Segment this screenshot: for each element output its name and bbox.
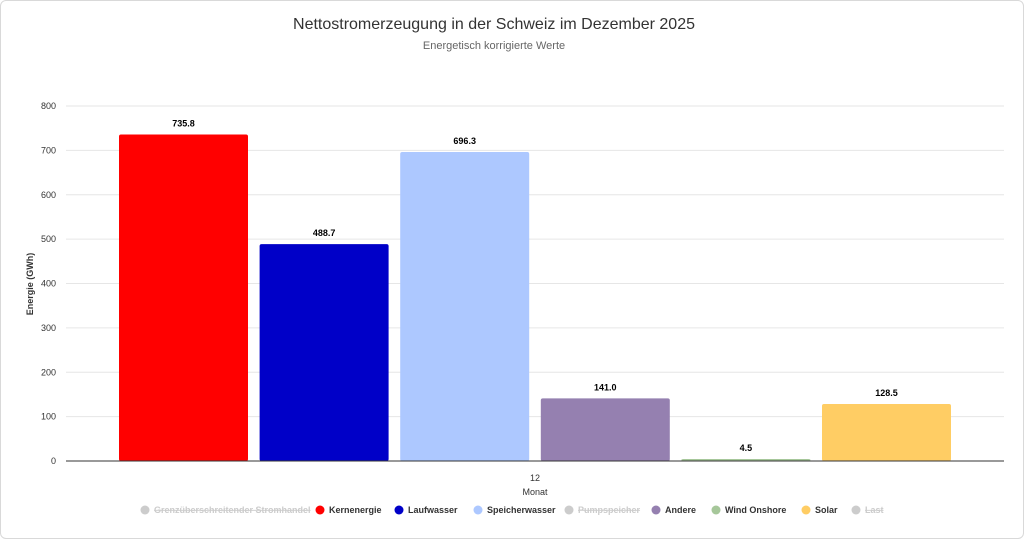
bar-solar[interactable] [822,403,951,461]
y-tick-label: 500 [41,234,56,244]
legend-marker [315,505,325,515]
legend-marker [711,505,721,515]
y-tick-label: 300 [41,323,56,333]
legend-label: Kernenergie [329,505,382,515]
chart-title: Nettostromerzeugung in der Schweiz im De… [293,16,695,33]
legend-label: Pumpspeicher [578,505,641,515]
legend-marker [473,505,483,515]
data-label: 4.5 [740,443,753,453]
bar-kernenergie[interactable] [119,134,248,461]
x-tick-label: 12 [530,473,540,483]
legend-marker [394,505,404,515]
legend-marker [140,505,150,515]
bars [119,134,951,461]
bar-speicherwasser[interactable] [400,152,530,461]
legend: Grenzüberschreitender Stromhandel Kernene… [140,505,884,515]
data-label: 488.7 [313,228,336,238]
legend-item-grenz-berschreitender-stromhandel[interactable]: Grenzüberschreitender Stromhandel [140,505,311,515]
legend-marker [564,505,574,515]
legend-item-pumpspeicher[interactable]: Pumpspeicher [564,505,641,515]
y-axis-title: Energie (GWh) [25,253,35,316]
y-tick-label: 100 [41,412,56,422]
y-tick-label: 200 [41,367,56,377]
y-tick-label: 0 [51,456,56,466]
data-label: 128.5 [875,388,898,398]
y-tick-label: 800 [41,101,56,111]
legend-item-andere[interactable]: Andere [651,505,697,515]
x-axis-title: Monat [522,487,548,497]
data-label: 735.8 [172,118,195,128]
legend-marker [651,505,661,515]
legend-item-kernenergie[interactable]: Kernenergie [315,505,382,515]
data-label: 696.3 [453,136,476,146]
bar-andere[interactable] [540,398,670,461]
bar-laufwasser[interactable] [259,244,389,461]
chart-subtitle: Energetisch korrigierte Werte [423,40,565,52]
legend-item-speicherwasser[interactable]: Speicherwasser [473,505,557,515]
legend-label: Andere [665,505,696,515]
data-labels: 735.8 488.7 696.3 141.0 4.5 128.5 [171,117,899,454]
y-tick-label: 600 [41,190,56,200]
legend-item-solar[interactable]: Solar [801,505,839,515]
legend-marker [851,505,861,515]
legend-label: Grenzüberschreitender Stromhandel [154,505,311,515]
legend-label: Solar [815,505,838,515]
y-tick-label: 400 [41,279,56,289]
y-axis-ticks: 0 100 200 300 400 500 600 700 800 [41,101,56,466]
legend-label: Laufwasser [408,505,458,515]
legend-marker [801,505,811,515]
legend-label: Last [865,505,884,515]
legend-item-wind-onshore[interactable]: Wind Onshore [711,505,787,515]
data-label: 141.0 [594,382,617,392]
legend-item-last[interactable]: Last [851,505,884,515]
legend-item-laufwasser[interactable]: Laufwasser [394,505,459,515]
legend-label: Wind Onshore [725,505,786,515]
legend-label: Speicherwasser [487,505,556,515]
y-tick-label: 700 [41,145,56,155]
